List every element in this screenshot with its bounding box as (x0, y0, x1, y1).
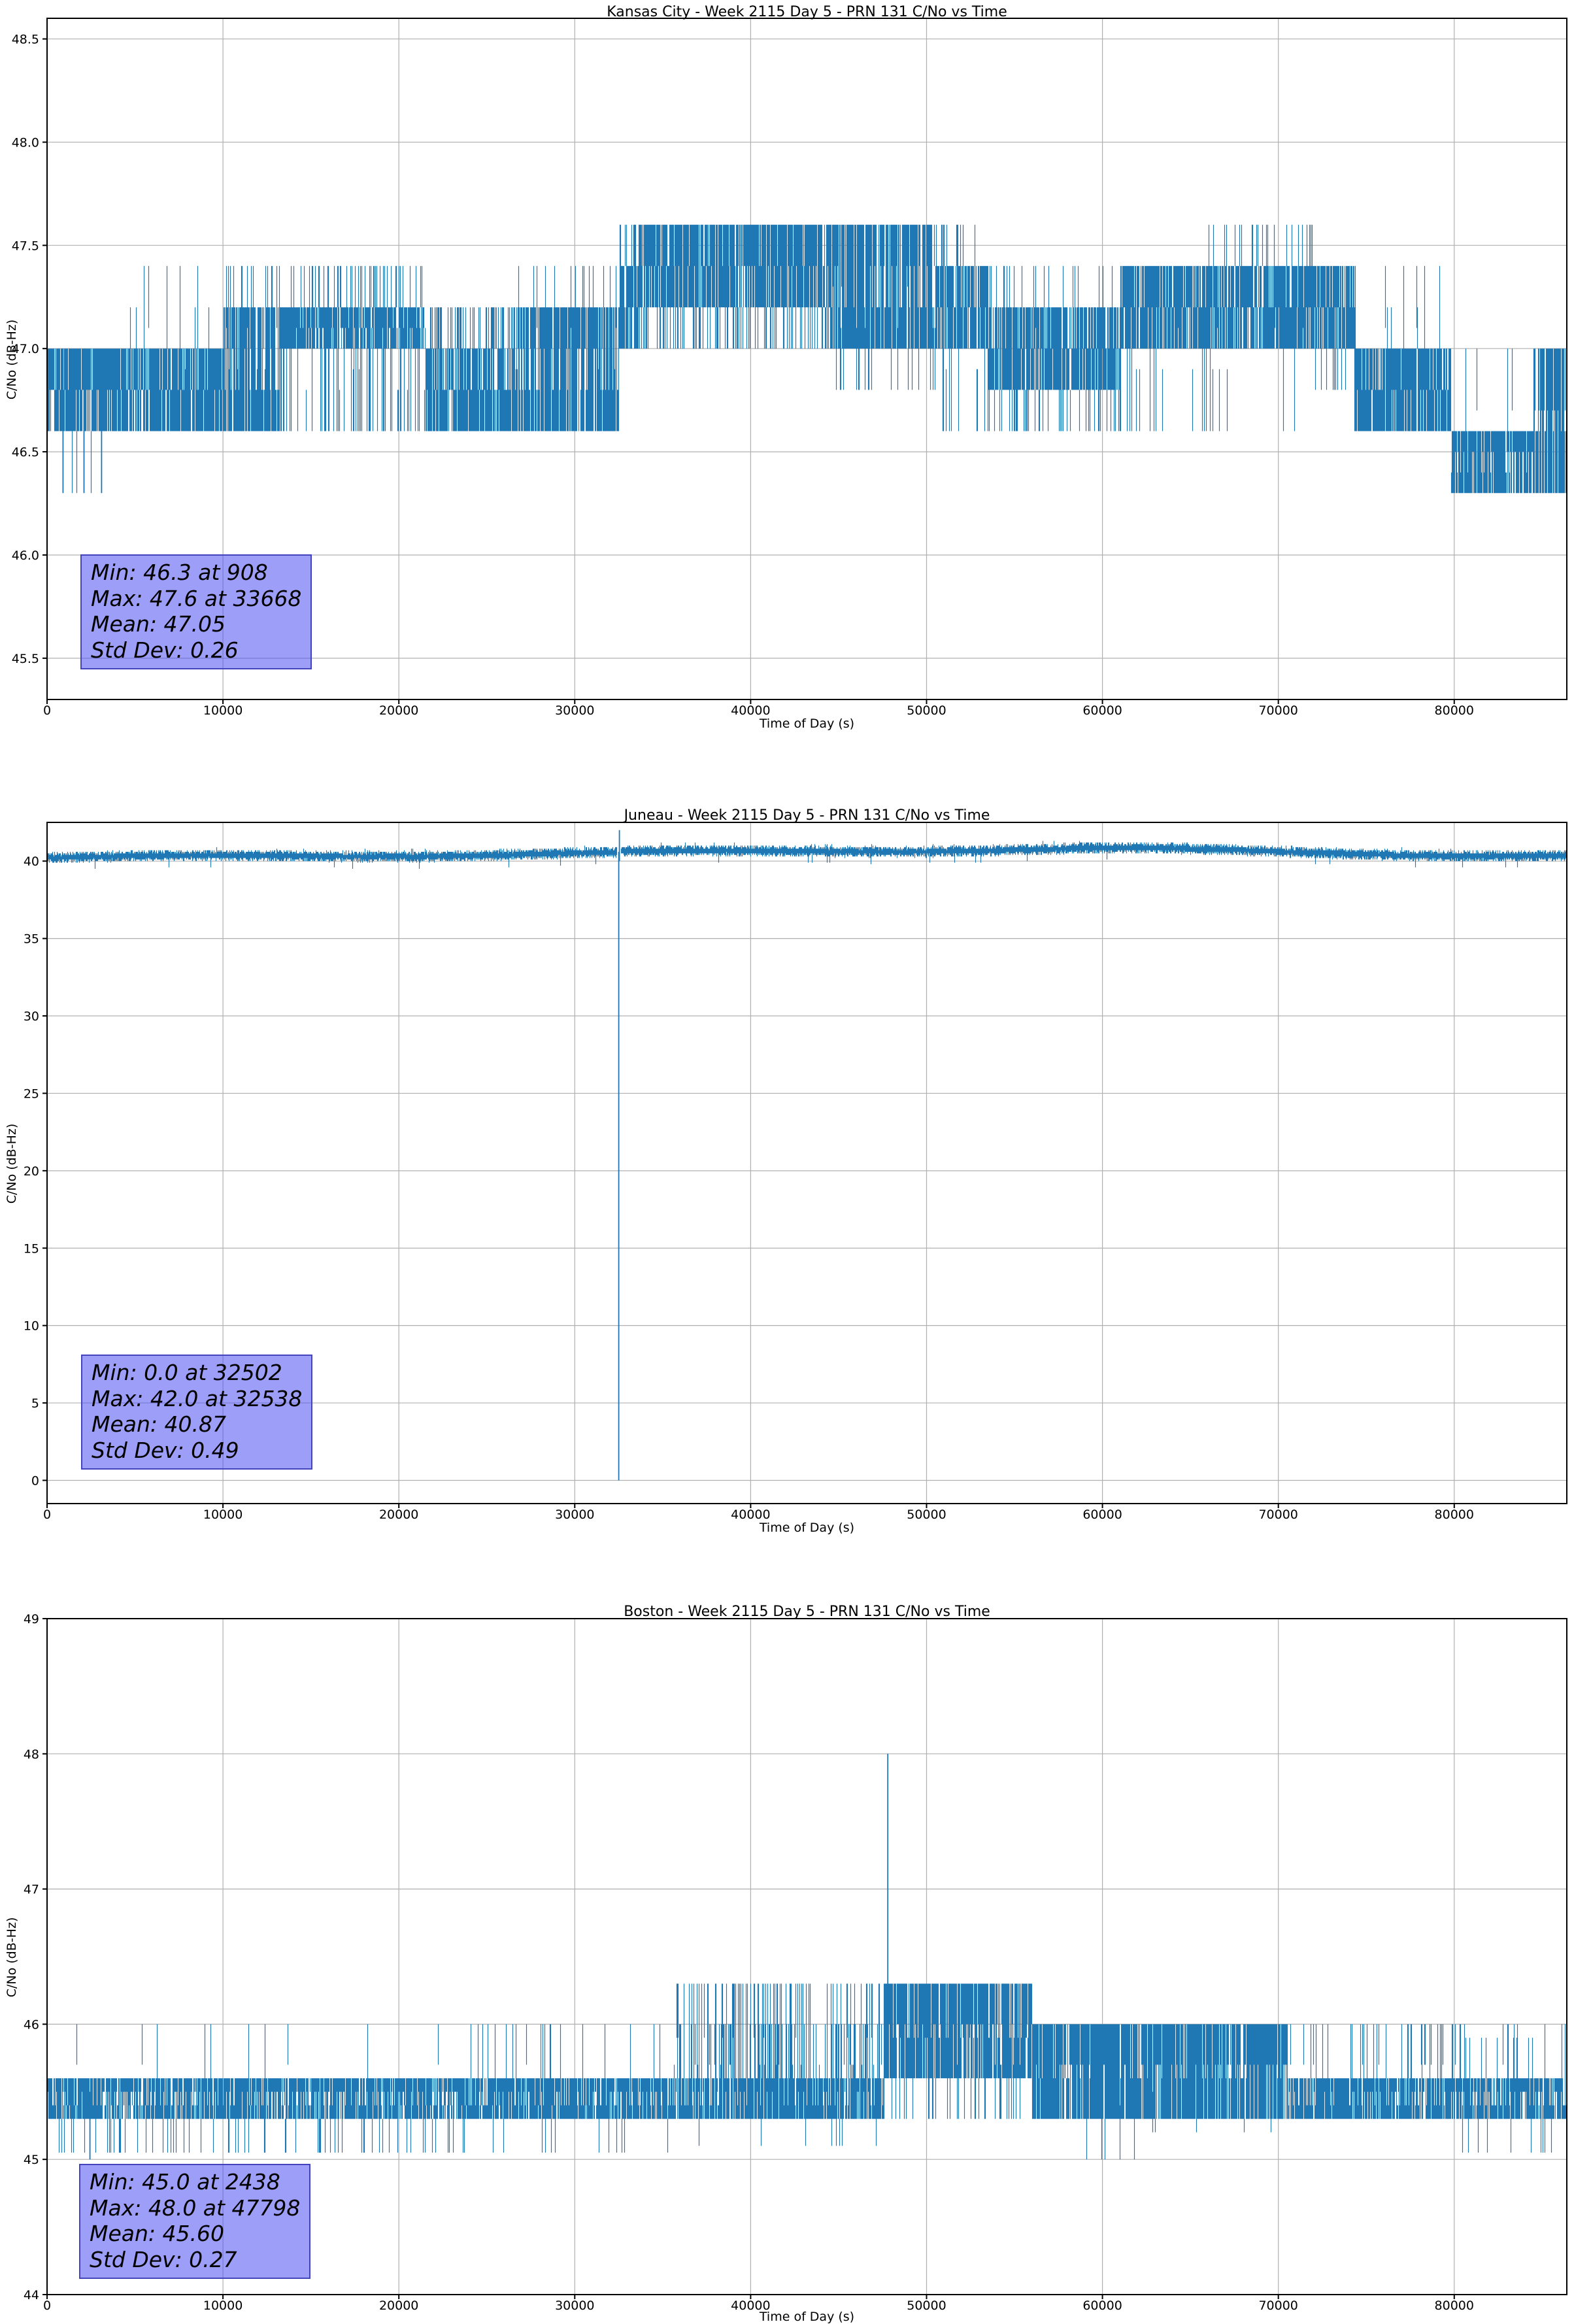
y-axis-label: C/No (dB-Hz) (5, 319, 19, 400)
y-tick-label: 46.0 (12, 548, 39, 563)
cno-series (46, 1983, 1567, 2160)
y-tick-label: 0 (31, 1474, 39, 1488)
x-tick-label: 50000 (907, 2299, 946, 2313)
stats-line-max: Max: 48.0 at 47798 (90, 2195, 301, 2221)
cno-extreme-spikes (89, 1753, 889, 2160)
x-tick-label: 50000 (907, 1507, 946, 1522)
x-tick-label: 30000 (555, 1507, 594, 1522)
x-tick-label: 60000 (1082, 2299, 1122, 2313)
y-axis-label: C/No (dB-Hz) (5, 1123, 19, 1204)
stats-line-mean: Mean: 47.05 (91, 611, 226, 637)
y-tick-label: 15 (24, 1241, 39, 1256)
chart-kansas-city: Kansas City - Week 2115 Day 5 - PRN 131 … (0, 0, 1574, 773)
x-tick-label: 40000 (731, 2299, 770, 2313)
chart-juneau: Juneau - Week 2115 Day 5 - PRN 131 C/No … (0, 773, 1574, 1546)
x-tick-label: 0 (43, 2299, 51, 2313)
x-tick-label: 40000 (731, 1507, 770, 1522)
x-tick-label: 10000 (203, 703, 243, 718)
x-tick-label: 30000 (555, 703, 594, 718)
y-tick-label: 25 (24, 1086, 39, 1101)
axes-spines (46, 1618, 1567, 2295)
y-tick-label: 20 (24, 1164, 39, 1179)
cno-extreme-spikes (618, 830, 620, 1481)
y-tick-label: 49 (24, 1612, 39, 1626)
stats-annotation: Min: 45.0 at 2438 Max: 48.0 at 47798 Mea… (79, 2164, 311, 2280)
stats-line-mean: Mean: 40.87 (92, 1411, 226, 1438)
plot-canvas: 45.5 46.0 46.5 47.0 47.5 48.0 48.5 0 10000 20000 3… (12, 18, 1567, 718)
chart-title: Boston - Week 2115 Day 5 - PRN 131 C/No … (624, 1604, 990, 1620)
x-tick-label: 10000 (203, 2299, 243, 2313)
y-tick-label: 47 (24, 1883, 39, 1897)
y-tick-label: 40 (24, 854, 39, 869)
x-tick-label: 70000 (1258, 703, 1298, 718)
stats-line-std: Std Dev: 0.49 (92, 1437, 239, 1463)
x-tick-label: 0 (43, 703, 51, 718)
x-axis-label: Time of Day (s) (759, 716, 855, 731)
cno-series (46, 224, 1567, 494)
y-tick-label: 30 (24, 1009, 39, 1024)
stats-line-mean: Mean: 45.60 (90, 2221, 224, 2247)
x-tick-label: 20000 (379, 1507, 418, 1522)
x-tick-label: 20000 (379, 2299, 418, 2313)
stats-line-min: Min: 45.0 at 2438 (90, 2169, 280, 2195)
y-tick-label: 48.5 (12, 33, 39, 47)
plot-canvas: 44 45 46 47 48 49 0 10000 20000 30000 40000 50000 60… (24, 1612, 1567, 2313)
cno-series (46, 841, 1567, 869)
stats-annotation: Min: 46.3 at 908 Max: 47.6 at 33668 Mean… (80, 554, 312, 670)
axes-spines (46, 18, 1567, 700)
x-tick-label: 70000 (1258, 2299, 1298, 2313)
y-tick-label: 10 (24, 1319, 39, 1334)
x-tick-label: 30000 (555, 2299, 594, 2313)
stats-line-min: Min: 0.0 at 32502 (92, 1360, 282, 1385)
y-tick-label: 48.0 (12, 135, 39, 150)
y-tick-label: 46 (24, 2017, 39, 2032)
stats-line-max: Max: 42.0 at 32538 (92, 1385, 303, 1411)
x-tick-label: 80000 (1435, 2299, 1474, 2313)
y-tick-label: 47.5 (12, 239, 39, 253)
x-tick-label: 40000 (731, 703, 770, 718)
y-tick-label: 35 (24, 932, 39, 947)
x-tick-label: 80000 (1435, 703, 1474, 718)
stats-line-min: Min: 46.3 at 908 (91, 560, 268, 585)
x-tick-label: 60000 (1082, 703, 1122, 718)
x-tick-label: 60000 (1082, 1507, 1122, 1522)
chart-boston: Boston - Week 2115 Day 5 - PRN 131 C/No … (0, 1546, 1574, 2324)
x-tick-label: 20000 (379, 703, 418, 718)
x-axis-label: Time of Day (s) (759, 2310, 855, 2324)
stats-line-std: Std Dev: 0.26 (91, 637, 239, 663)
y-tick-label: 44 (24, 2288, 39, 2302)
y-tick-label: 5 (31, 1396, 39, 1411)
y-tick-label: 47.0 (12, 342, 39, 356)
x-axis-label: Time of Day (s) (759, 1521, 855, 1535)
axes-spines (46, 822, 1567, 1504)
x-tick-label: 80000 (1435, 1507, 1474, 1522)
x-tick-label: 10000 (203, 1507, 243, 1522)
x-tick-label: 50000 (907, 703, 946, 718)
plot-canvas: 0 5 10 15 20 25 30 35 40 0 10000 20000 30000 40000 500… (24, 822, 1567, 1522)
stats-annotation: Min: 0.0 at 32502 Max: 42.0 at 32538 Mea… (81, 1355, 313, 1470)
y-tick-label: 48 (24, 1747, 39, 1762)
y-tick-label: 46.5 (12, 445, 39, 460)
chart-title: Kansas City - Week 2115 Day 5 - PRN 131 … (607, 4, 1007, 20)
stats-line-std: Std Dev: 0.27 (90, 2246, 237, 2272)
stats-line-max: Max: 47.6 at 33668 (91, 585, 302, 611)
x-tick-label: 0 (43, 1507, 51, 1522)
x-tick-label: 70000 (1258, 1507, 1298, 1522)
y-tick-label: 45 (24, 2153, 39, 2167)
y-axis-label: C/No (dB-Hz) (5, 1917, 19, 1998)
cno-extreme-spikes (62, 348, 103, 494)
y-tick-label: 45.5 (12, 652, 39, 666)
chart-title: Juneau - Week 2115 Day 5 - PRN 131 C/No … (624, 807, 990, 824)
